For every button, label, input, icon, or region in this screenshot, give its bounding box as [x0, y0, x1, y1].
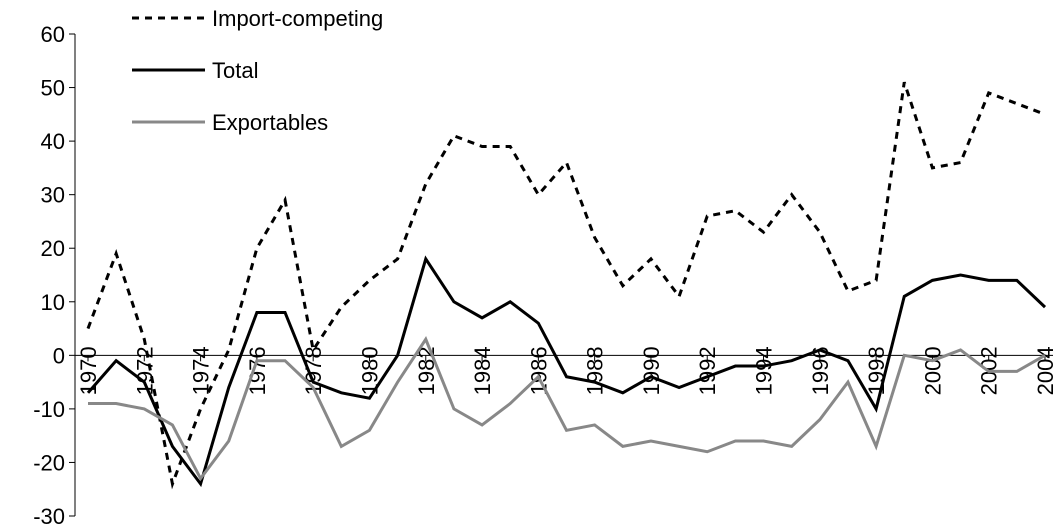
series-line — [86, 81, 1046, 490]
series-line — [86, 255, 1047, 488]
x-tick-label: 1990 — [639, 346, 664, 395]
y-tick-label: 40 — [41, 129, 65, 154]
y-tick-label: -10 — [33, 397, 65, 422]
x-tick-label: 1994 — [752, 346, 777, 395]
x-tick-label: 1992 — [695, 346, 720, 395]
x-tick-label: 1982 — [414, 346, 439, 395]
series-line — [88, 336, 1046, 482]
legend-label: Exportables — [212, 110, 328, 135]
y-tick-label: -30 — [33, 504, 65, 529]
x-tick-label: 2000 — [920, 346, 945, 395]
x-tick-label: 1988 — [583, 346, 608, 395]
y-tick-label: -20 — [33, 450, 65, 475]
y-tick-label: 50 — [41, 76, 65, 101]
legend-label: Total — [212, 58, 258, 83]
legend-label: Import-competing — [212, 6, 383, 31]
x-tick-label: 1984 — [470, 346, 495, 395]
x-tick-label: 1986 — [526, 346, 551, 395]
x-tick-label: 1972 — [132, 346, 157, 395]
x-tick-label: 2004 — [1033, 346, 1054, 395]
y-tick-label: 0 — [53, 343, 65, 368]
y-tick-label: 60 — [41, 22, 65, 47]
y-tick-label: 20 — [41, 236, 65, 261]
y-tick-label: 30 — [41, 183, 65, 208]
x-tick-label: 1970 — [76, 346, 101, 395]
x-tick-label: 1980 — [357, 346, 382, 395]
y-tick-label: 10 — [41, 290, 65, 315]
